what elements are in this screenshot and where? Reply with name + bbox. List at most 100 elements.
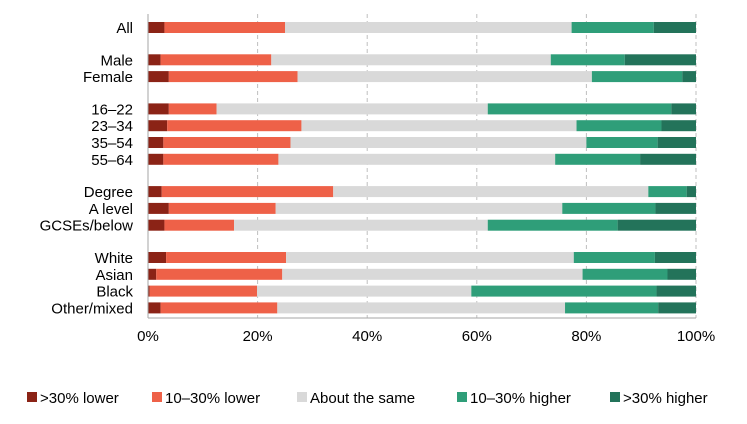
legend: >30% lower 10–30% lower About the same 10–3… (27, 390, 708, 407)
bar-35-54-30-higher (657, 137, 696, 148)
bar-all-10-30-higher (571, 22, 654, 33)
bar-female-about-the-same (297, 71, 592, 83)
bar-23-34-10-30-higher (576, 120, 662, 132)
bar-asian-10-30-lower (156, 268, 283, 280)
bar-16-22-30-higher (671, 103, 696, 115)
x-tick-label: 20% (243, 328, 273, 345)
bar-35-54-about-the-same (290, 137, 587, 148)
legend-swatch-10-30-higher (457, 392, 467, 402)
bar-asian-30-higher (667, 268, 696, 280)
bar-35-54-10-30-lower (163, 137, 291, 148)
category-label: 35–54 (91, 135, 133, 152)
legend-label-10-30-higher: 10–30% higher (470, 390, 571, 407)
bar-55-64-30-lower (148, 153, 164, 165)
bar-male-30-higher (624, 54, 696, 66)
category-labels: AllMaleFemale16–2223–3435–5455–64DegreeA… (40, 20, 134, 317)
bar-degree-30-higher (686, 186, 696, 198)
bar-white-about-the-same (286, 252, 574, 263)
category-label: Male (100, 52, 133, 69)
bar-other-mixed-30-lower (148, 302, 161, 314)
category-label: GCSEs/below (40, 218, 134, 235)
bar-all-30-lower (148, 22, 165, 33)
bar-degree-10-30-higher (648, 186, 687, 198)
bar-black-about-the-same (257, 285, 472, 297)
bar-all-about-the-same (285, 22, 572, 33)
bar-23-34-30-lower (148, 120, 168, 132)
x-tick-label: 40% (352, 328, 382, 345)
category-label: A level (89, 201, 133, 218)
bar-gcses-below-about-the-same (234, 219, 488, 231)
legend-swatch-30-lower (27, 392, 37, 402)
bar-other-mixed-10-30-higher (565, 302, 659, 314)
legend-swatch-30-higher (610, 392, 620, 402)
bar-23-34-10-30-lower (167, 120, 302, 132)
bar-black-30-lower (148, 285, 150, 297)
bar-black-10-30-higher (471, 285, 657, 297)
bar-asian-30-lower (148, 268, 157, 280)
bar-white-10-30-lower (166, 252, 287, 263)
bar-white-30-lower (148, 252, 167, 263)
bar-male-about-the-same (271, 54, 551, 66)
category-label: Black (96, 284, 133, 301)
category-label: Asian (95, 267, 133, 284)
x-tick-label: 0% (137, 328, 159, 345)
x-tick-label: 100% (677, 328, 715, 345)
bar-gcses-below-30-lower (148, 219, 165, 231)
legend-label-30-lower: >30% lower (40, 390, 119, 407)
bar-black-10-30-lower (149, 285, 258, 297)
bar-35-54-30-lower (148, 137, 164, 148)
bar-16-22-30-lower (148, 103, 169, 115)
bar-degree-about-the-same (333, 186, 649, 198)
axes (147, 14, 696, 319)
bar-other-mixed-about-the-same (277, 302, 566, 314)
x-tick-label: 60% (462, 328, 492, 345)
category-label: Other/mixed (51, 300, 133, 317)
bar-all-30-higher (653, 22, 696, 33)
bar-female-30-higher (682, 71, 696, 83)
bar-asian-10-30-higher (582, 268, 668, 280)
bar-white-10-30-higher (573, 252, 655, 263)
bar-a-level-about-the-same (275, 202, 563, 214)
bar-16-22-10-30-higher (487, 103, 672, 115)
category-label: 55–64 (91, 152, 133, 169)
bars (148, 22, 696, 314)
bar-a-level-30-lower (148, 202, 169, 214)
bar-gcses-below-10-30-higher (487, 219, 618, 231)
bar-16-22-10-30-lower (168, 103, 217, 115)
bar-degree-10-30-lower (161, 186, 334, 198)
bar-other-mixed-30-higher (658, 302, 696, 314)
category-label: 23–34 (91, 118, 133, 135)
bar-black-30-higher (656, 285, 696, 297)
legend-label-30-higher: >30% higher (623, 390, 708, 407)
bar-all-10-30-lower (164, 22, 285, 33)
bar-55-64-10-30-higher (555, 153, 641, 165)
bar-male-10-30-lower (160, 54, 272, 66)
category-label: Female (83, 69, 133, 86)
x-tick-labels: 0% 20% 40% 60% 80% 100% (137, 328, 715, 345)
bar-16-22-about-the-same (216, 103, 488, 115)
bar-35-54-10-30-higher (586, 137, 658, 148)
bar-male-10-30-higher (550, 54, 625, 66)
category-label: All (116, 20, 133, 37)
category-label: White (95, 250, 133, 267)
legend-swatch-10-30-lower (152, 392, 162, 402)
legend-label-about-the-same: About the same (310, 390, 415, 407)
legend-swatch-about-the-same (297, 392, 307, 402)
bar-white-30-higher (654, 252, 696, 263)
bar-degree-30-lower (148, 186, 162, 198)
bar-55-64-about-the-same (278, 153, 556, 165)
bar-female-10-30-lower (168, 71, 298, 83)
category-label: 16–22 (91, 101, 133, 118)
bar-gcses-below-10-30-lower (164, 219, 235, 231)
bar-female-10-30-higher (591, 71, 683, 83)
x-tick-label: 80% (571, 328, 601, 345)
category-label: Degree (84, 184, 133, 201)
bar-gcses-below-30-higher (617, 219, 696, 231)
bar-23-34-30-higher (661, 120, 696, 132)
bar-female-30-lower (148, 71, 169, 83)
bar-55-64-10-30-lower (163, 153, 279, 165)
legend-label-10-30-lower: 10–30% lower (165, 390, 260, 407)
bar-male-30-lower (148, 54, 161, 66)
bar-55-64-30-higher (640, 153, 696, 165)
